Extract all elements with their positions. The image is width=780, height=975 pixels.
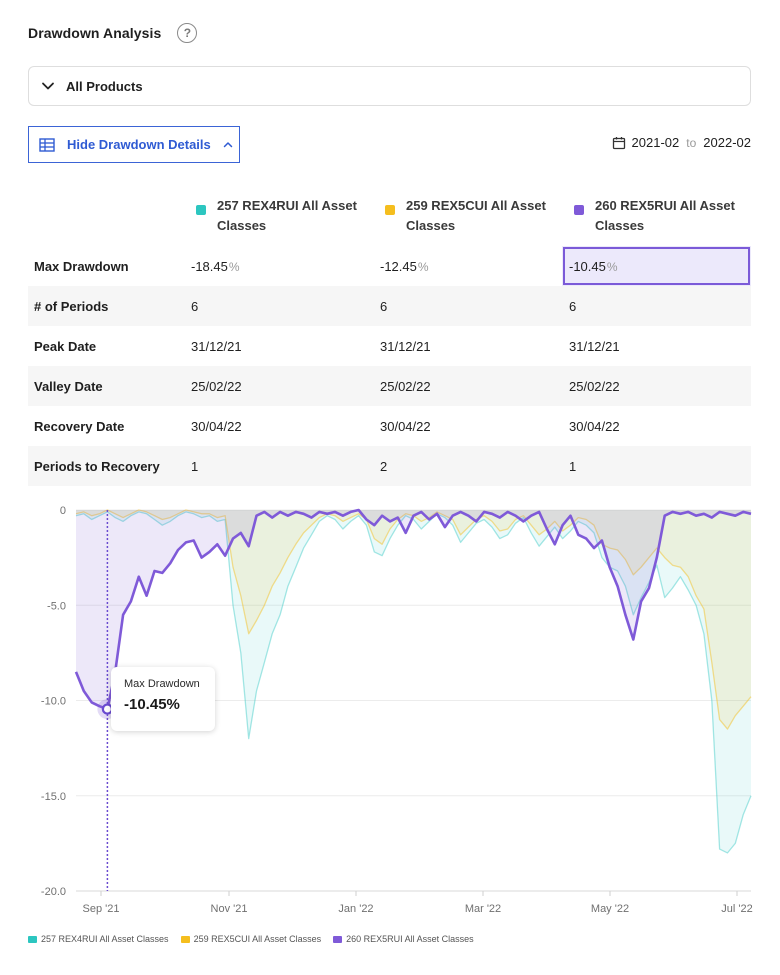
legend-swatch-1	[28, 935, 37, 943]
legend-label-1: 257 REX4RUI All Asset Classes	[41, 934, 169, 944]
table-cell: 1	[562, 446, 751, 486]
row-label: Recovery Date	[34, 418, 125, 434]
product-filter-select[interactable]: All Products	[28, 66, 751, 106]
series-3-header-text: 260 REX5RUI All Asset Classes	[595, 198, 735, 233]
legend-item-series-3[interactable]: 260 REX5RUI All Asset Classes	[333, 934, 474, 944]
legend-swatch-3	[333, 935, 343, 943]
table-corner-cell	[28, 186, 184, 246]
series-2-header-text: 259 REX5CUI All Asset Classes	[406, 198, 546, 233]
y-tick-label: -20.0	[41, 886, 66, 898]
date-range-separator: to	[686, 135, 697, 150]
y-tick-label: -10.0	[41, 696, 66, 708]
table-cell: 30/04/22	[380, 418, 431, 434]
calendar-icon	[612, 136, 625, 149]
series-header-2: 259 REX5CUI All Asset Classes	[373, 186, 562, 246]
row-label: Max Drawdown	[34, 258, 129, 274]
series-header-1: 257 REX4RUI All Asset Classes	[184, 186, 373, 246]
row-label: Valley Date	[28, 366, 184, 406]
table-cell: 31/12/21	[380, 338, 431, 354]
row-label: Peak Date	[34, 338, 97, 354]
x-tick-label: Sep '21	[83, 903, 120, 915]
table-row-periods-to-recovery: Periods to Recovery 1 2 1	[28, 446, 751, 486]
page-header: Drawdown Analysis ?	[28, 22, 198, 44]
series-1-color-swatch	[196, 205, 206, 215]
table-cell-highlighted[interactable]: -10.45%	[562, 246, 751, 286]
series-3-color-swatch	[574, 205, 584, 215]
series-area-2	[76, 510, 751, 730]
table-row-peak-date: Peak Date 31/12/21 31/12/21 31/12/21	[28, 326, 751, 366]
series-area-1	[76, 510, 751, 853]
date-range-picker[interactable]: 2021-02 to 2022-02	[612, 135, 751, 150]
series-area-3	[76, 510, 751, 710]
drawdown-chart-svg[interactable]: 0 -5.0 -10.0 -15.0 -20.0 Sep '21 Nov '21 Jan '2…	[0, 486, 780, 926]
table-cell: 6	[373, 286, 562, 326]
table-cell: 1	[184, 446, 373, 486]
hide-drawdown-details-button[interactable]: Hide Drawdown Details	[28, 126, 240, 163]
table-row-valley-date: Valley Date 25/02/22 25/02/22 25/02/22	[28, 366, 751, 406]
product-filter-value: All Products	[66, 78, 143, 94]
date-range-to: 2022-02	[703, 135, 751, 150]
help-icon[interactable]: ?	[177, 23, 198, 43]
series-line-1	[75, 511, 752, 854]
table-cell: 30/04/22	[569, 418, 620, 434]
x-tick-label: Jul '22	[721, 903, 752, 915]
hide-drawdown-details-label: Hide Drawdown Details	[67, 137, 211, 152]
table-cell: -18.45%	[191, 258, 240, 274]
chevron-down-icon	[42, 82, 54, 90]
tooltip-label: Max Drawdown	[124, 678, 200, 690]
tooltip-value: -10.45%	[124, 696, 180, 713]
legend-label-2: 259 REX5CUI All Asset Classes	[193, 934, 322, 944]
legend-item-series-2[interactable]: 259 REX5CUI All Asset Classes	[180, 934, 322, 944]
legend-label-3: 260 REX5RUI All Asset Classes	[346, 934, 474, 944]
series-2-color-swatch	[385, 205, 395, 215]
table-cell: -12.45%	[380, 258, 429, 274]
legend-swatch-2	[180, 935, 190, 943]
table-cell: 6	[184, 286, 373, 326]
series-line-3	[74, 508, 752, 711]
row-label: Periods to Recovery	[28, 446, 184, 486]
table-row-max-drawdown: Max Drawdown -18.45% -12.45% -10.45%	[28, 246, 751, 286]
x-tick-label: Mar '22	[465, 903, 501, 915]
x-tick-label: Nov '21	[211, 903, 248, 915]
table-cell: 31/12/21	[569, 338, 620, 354]
table-cell: 30/04/22	[191, 418, 242, 434]
page-title: Drawdown Analysis	[28, 25, 162, 41]
table-row-recovery-date: Recovery Date 30/04/22 30/04/22 30/04/22	[28, 406, 751, 446]
table-cell: 25/02/22	[373, 366, 562, 406]
y-tick-label: -5.0	[47, 600, 66, 612]
chart-legend: 257 REX4RUI All Asset Classes 259 REX5CU…	[28, 934, 486, 944]
table-cell: 25/02/22	[184, 366, 373, 406]
legend-item-series-1[interactable]: 257 REX4RUI All Asset Classes	[28, 934, 169, 944]
table-cell: 25/02/22	[562, 366, 751, 406]
table-cell: 2	[373, 446, 562, 486]
series-1-header-text: 257 REX4RUI All Asset Classes	[217, 198, 357, 233]
chevron-up-icon	[223, 141, 232, 147]
x-tick-label: Jan '22	[338, 903, 373, 915]
table-header-row: 257 REX4RUI All Asset Classes 259 REX5CUI…	[28, 186, 751, 246]
y-tick-label: 0	[60, 505, 66, 517]
drawdown-chart[interactable]: 0 -5.0 -10.0 -15.0 -20.0 Sep '21 Nov '21 Jan '2…	[0, 486, 780, 926]
row-label: # of Periods	[28, 286, 184, 326]
x-tick-label: May '22	[591, 903, 629, 915]
table-icon	[39, 137, 55, 152]
table-cell: 31/12/21	[191, 338, 242, 354]
table-cell: 6	[562, 286, 751, 326]
series-header-3: 260 REX5RUI All Asset Classes	[562, 186, 751, 246]
y-tick-label: -15.0	[41, 791, 66, 803]
drawdown-details-table: 257 REX4RUI All Asset Classes 259 REX5CUI…	[28, 186, 751, 486]
date-range-from: 2021-02	[631, 135, 680, 150]
table-row-periods: # of Periods 6 6 6	[28, 286, 751, 326]
max-drawdown-tooltip: Max Drawdown -10.45%	[111, 667, 215, 731]
